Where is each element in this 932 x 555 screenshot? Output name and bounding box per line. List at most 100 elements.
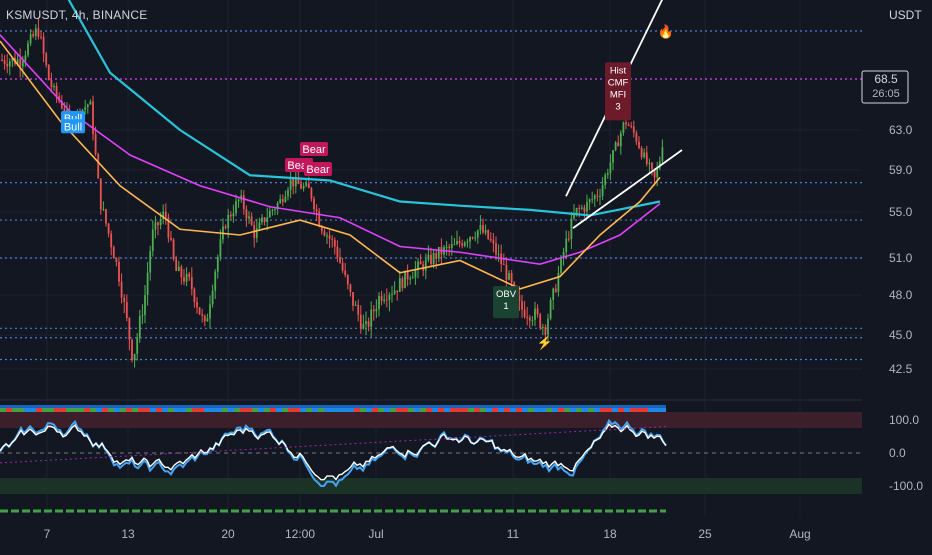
candle-body <box>638 141 640 148</box>
price-tick-label: 42.5 <box>889 362 913 376</box>
last-price-value: 68.5 <box>874 72 898 86</box>
candle-body <box>34 28 37 37</box>
candle-body <box>419 261 422 265</box>
candle-body <box>16 59 19 65</box>
bear-label-box <box>304 162 332 176</box>
currency-label: USDT <box>889 8 922 22</box>
trend-strip-cell <box>510 408 516 415</box>
bull-label-box <box>61 119 85 134</box>
candle-body <box>661 147 664 162</box>
candle-body <box>508 273 510 280</box>
trend-strip-cell <box>132 408 138 415</box>
price-tick-label: 48.0 <box>889 288 913 302</box>
candle-body <box>588 199 591 203</box>
candle-body <box>323 231 326 236</box>
trend-strip-cell <box>180 408 186 415</box>
trend-strip-cell <box>0 408 6 415</box>
candle-body <box>50 80 53 88</box>
trend-strip-cell <box>138 408 144 415</box>
trend-strip-cell <box>606 408 612 415</box>
trend-strip-cell <box>312 408 318 415</box>
candle-body <box>292 178 295 187</box>
trend-strip-cell <box>600 408 606 415</box>
candle-body <box>154 222 157 230</box>
candle-body <box>266 217 269 222</box>
trend-strip-cell <box>468 408 474 415</box>
candle-body <box>55 85 58 96</box>
trend-strip-cell <box>498 408 504 415</box>
candle-body <box>489 238 492 241</box>
candle-body <box>653 169 656 178</box>
candle-body <box>541 327 544 329</box>
signal-callout-text: 3 <box>615 101 620 112</box>
candle-body <box>398 278 401 292</box>
candle-body <box>29 34 32 44</box>
candle-body <box>125 301 128 319</box>
candle-body <box>645 152 648 164</box>
trend-strip-cell <box>222 408 228 415</box>
symbol-header[interactable]: KSMUSDT, 4h, BINANCE <box>6 8 148 22</box>
trend-strip-cell <box>504 408 510 415</box>
candle-body <box>393 290 396 294</box>
candle-body <box>40 36 42 38</box>
candle-body <box>281 199 284 202</box>
candle-body <box>554 288 557 292</box>
candle-body <box>209 304 211 319</box>
price-tick-label: 63.0 <box>889 123 913 137</box>
time-tick-label: Jul <box>368 527 383 541</box>
candle-body <box>427 254 430 260</box>
trend-strip-cell <box>288 408 294 415</box>
candle-body <box>326 235 328 237</box>
price-tick-label: 51.0 <box>889 251 913 265</box>
trend-strip-cell <box>324 408 330 415</box>
candle-body <box>229 214 232 217</box>
candle-body <box>578 207 581 209</box>
candle-body <box>562 251 565 257</box>
candle-body <box>45 53 48 65</box>
candle-body <box>432 253 435 265</box>
trend-strip-cell <box>636 408 642 415</box>
candle-body <box>250 216 253 225</box>
candle-body <box>510 273 513 283</box>
trend-strip-cell <box>624 408 630 415</box>
trend-strip-cell <box>90 408 96 415</box>
trend-strip-cell <box>576 408 582 415</box>
candle-body <box>188 273 191 278</box>
candle-body <box>276 203 279 210</box>
candle-body <box>632 126 635 133</box>
candle-body <box>380 295 383 301</box>
candle-body <box>565 238 568 252</box>
candle-body <box>352 292 354 306</box>
candle-body <box>497 253 500 255</box>
candle-body <box>237 199 240 202</box>
candle-body <box>175 259 178 271</box>
candle-body <box>315 209 318 212</box>
candle-body <box>528 317 531 321</box>
candle-body <box>248 216 250 219</box>
candle-body <box>261 217 263 223</box>
candle-body <box>471 237 474 239</box>
trend-strip-cell <box>6 408 12 415</box>
candle-body <box>513 282 516 287</box>
time-tick-label: 12:00 <box>285 527 315 541</box>
oscillator-line <box>0 418 667 488</box>
trend-strip-cell <box>102 408 108 415</box>
candle-body <box>601 184 604 197</box>
candle-body <box>466 241 469 243</box>
candle-body <box>107 223 110 234</box>
trend-strip-cell <box>336 408 342 415</box>
candle-body <box>32 34 35 37</box>
candle-body <box>458 241 461 244</box>
bear-label-text: Bear <box>302 144 326 156</box>
candle-body <box>461 243 464 246</box>
candle-body <box>245 209 248 219</box>
candle-body <box>349 284 352 293</box>
trend-strip-cell <box>258 408 264 415</box>
candle-body <box>539 314 542 328</box>
candle-body <box>401 278 404 289</box>
candle-body <box>112 247 115 259</box>
last-price-badge <box>861 70 909 104</box>
candle-body <box>567 238 570 240</box>
